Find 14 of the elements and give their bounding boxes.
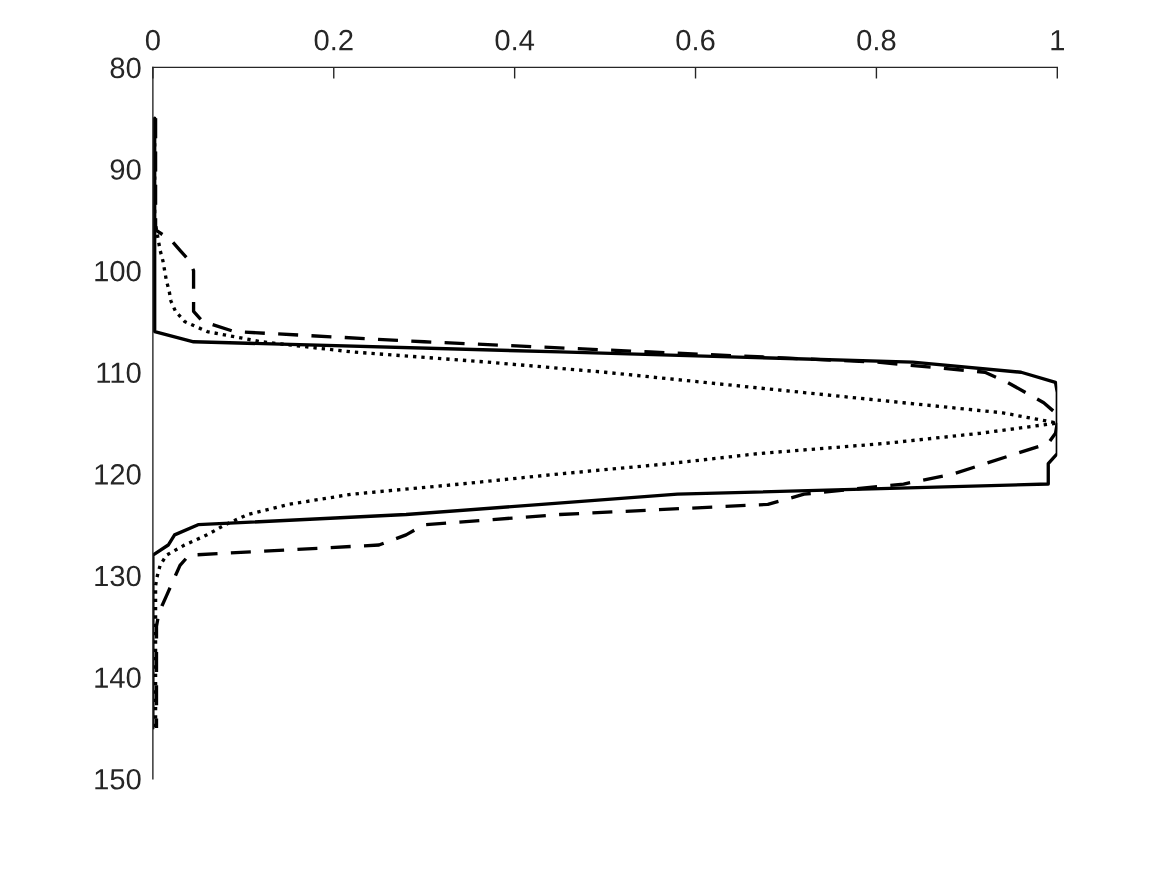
y-tick-label: 110 xyxy=(97,362,141,384)
x-tick-label: 0.2 xyxy=(314,29,353,51)
x-tick-label: 1 xyxy=(1051,30,1064,51)
y-tick-label: 130 xyxy=(95,565,141,587)
y-tick-label: 120 xyxy=(95,464,141,485)
x-tick-label: 0.4 xyxy=(495,29,535,51)
y-tick-label: 100 xyxy=(95,260,141,282)
y-tick-label: 90 xyxy=(110,159,141,180)
y-tick-label: 140 xyxy=(95,667,141,688)
y-tick-label: 80 xyxy=(110,57,141,79)
x-tick-label: 0.6 xyxy=(676,29,715,51)
y-tick-label: 150 xyxy=(95,768,141,790)
x-tick-label: 0 xyxy=(145,29,160,51)
x-tick-label: 0.8 xyxy=(857,29,896,51)
